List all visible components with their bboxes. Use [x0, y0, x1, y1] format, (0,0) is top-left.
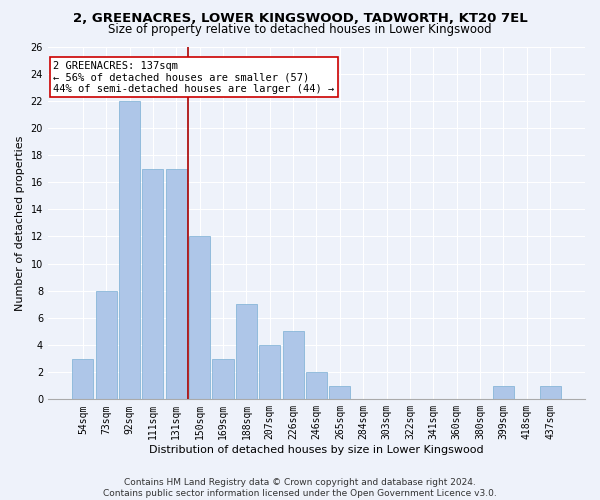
Bar	[212, 358, 233, 400]
Y-axis label: Number of detached properties: Number of detached properties	[15, 135, 25, 310]
Bar	[493, 386, 514, 400]
Bar	[283, 332, 304, 400]
Bar	[142, 168, 163, 400]
Text: 2, GREENACRES, LOWER KINGSWOOD, TADWORTH, KT20 7EL: 2, GREENACRES, LOWER KINGSWOOD, TADWORTH…	[73, 12, 527, 26]
Bar	[95, 291, 117, 400]
X-axis label: Distribution of detached houses by size in Lower Kingswood: Distribution of detached houses by size …	[149, 445, 484, 455]
Text: Contains HM Land Registry data © Crown copyright and database right 2024.
Contai: Contains HM Land Registry data © Crown c…	[103, 478, 497, 498]
Bar	[166, 168, 187, 400]
Bar	[189, 236, 210, 400]
Bar	[329, 386, 350, 400]
Bar	[259, 345, 280, 400]
Bar	[73, 358, 94, 400]
Bar	[119, 101, 140, 400]
Text: Size of property relative to detached houses in Lower Kingswood: Size of property relative to detached ho…	[108, 22, 492, 36]
Bar	[539, 386, 560, 400]
Bar	[236, 304, 257, 400]
Text: 2 GREENACRES: 137sqm
← 56% of detached houses are smaller (57)
44% of semi-detac: 2 GREENACRES: 137sqm ← 56% of detached h…	[53, 60, 335, 94]
Bar	[306, 372, 327, 400]
